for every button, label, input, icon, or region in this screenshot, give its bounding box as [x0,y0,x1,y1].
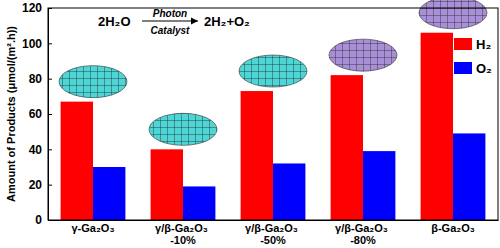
bar [273,163,305,220]
annotation-text: 2H₂+O₂ [204,14,250,29]
x-axis: γ-Ga₂O₃ γ/β-Ga₂O₃ -10% γ/β-Ga₂O₃ -50% γ/β-G… [49,220,499,246]
legend-item: H₂ [454,37,491,52]
tick-mark [48,8,52,9]
tick-label: 0 [35,213,42,227]
bar [453,133,485,220]
annotation-text: 2H₂O [98,14,131,29]
tick-label: 100 [22,37,42,51]
bar [331,75,363,220]
decoration [59,0,487,145]
tick: β-Ga₂O₃ [431,220,475,234]
tick-label: 20 [29,178,43,192]
annotation-text: Photon [153,8,187,19]
tick-label: γ/β-Ga₂O₃ -80% [335,222,391,246]
tick-label: 80 [29,72,43,86]
sample-icon [149,113,217,145]
legend-label: H₂ [476,37,491,52]
sample-icon [329,39,397,71]
tick-mark [48,79,52,80]
sample-icon [239,55,307,87]
bar [421,33,453,220]
bar [183,186,215,220]
sample-icon [59,66,127,98]
tick: γ/β-Ga₂O₃ -50% [245,220,301,246]
plot: 0 20 40 60 80 100 120 γ-Ga₂O₃ γ/β-Ga₂O₃ -10% γ/β-… [22,0,499,246]
tick-mark [48,185,52,186]
tick: 60 [29,107,52,121]
sample-icon [419,0,487,29]
tick-mark [48,149,52,150]
legend-item: O₂ [454,61,492,76]
legend: H₂ O₂ [454,37,492,76]
legend-swatch [454,38,472,50]
y-axis-title: Amount of Products (μmol/(m².h)) [5,26,17,202]
tick-mark [48,43,52,44]
chart: 0 20 40 60 80 100 120 γ-Ga₂O₃ γ/β-Ga₂O₃ -10% γ/β-… [0,0,500,248]
tick-mark [48,114,52,115]
legend-label: O₂ [476,61,492,76]
annotation: 2H₂O Photon Catalyst 2H₂+O₂ [98,8,250,36]
tick-label: β-Ga₂O₃ [431,222,475,234]
tick: 100 [22,37,52,51]
bar [61,102,93,220]
tick: 20 [29,178,52,192]
tick-label: γ/β-Ga₂O₃ -10% [155,222,211,246]
tick-label: γ/β-Ga₂O₃ -50% [245,222,301,246]
tick-label: 120 [22,1,42,15]
bar [93,167,125,220]
tick: γ/β-Ga₂O₃ -80% [335,220,391,246]
tick-label: 60 [29,107,43,121]
tick: γ/β-Ga₂O₃ -10% [155,220,211,246]
bar [363,151,395,220]
tick-label: γ-Ga₂O₃ [72,222,115,234]
tick: 80 [29,72,52,86]
plot-frame [48,8,498,220]
tick: 40 [29,143,52,157]
tick: 120 [22,1,52,15]
bar [151,149,183,220]
bars [61,33,486,220]
y-axis: 0 20 40 60 80 100 120 [22,1,52,227]
legend-swatch [454,62,472,74]
arrow [142,20,198,21]
bar [241,91,273,220]
tick: γ-Ga₂O₃ [72,220,115,234]
annotation-text: Catalyst [151,25,191,36]
tick-label: 40 [29,143,43,157]
